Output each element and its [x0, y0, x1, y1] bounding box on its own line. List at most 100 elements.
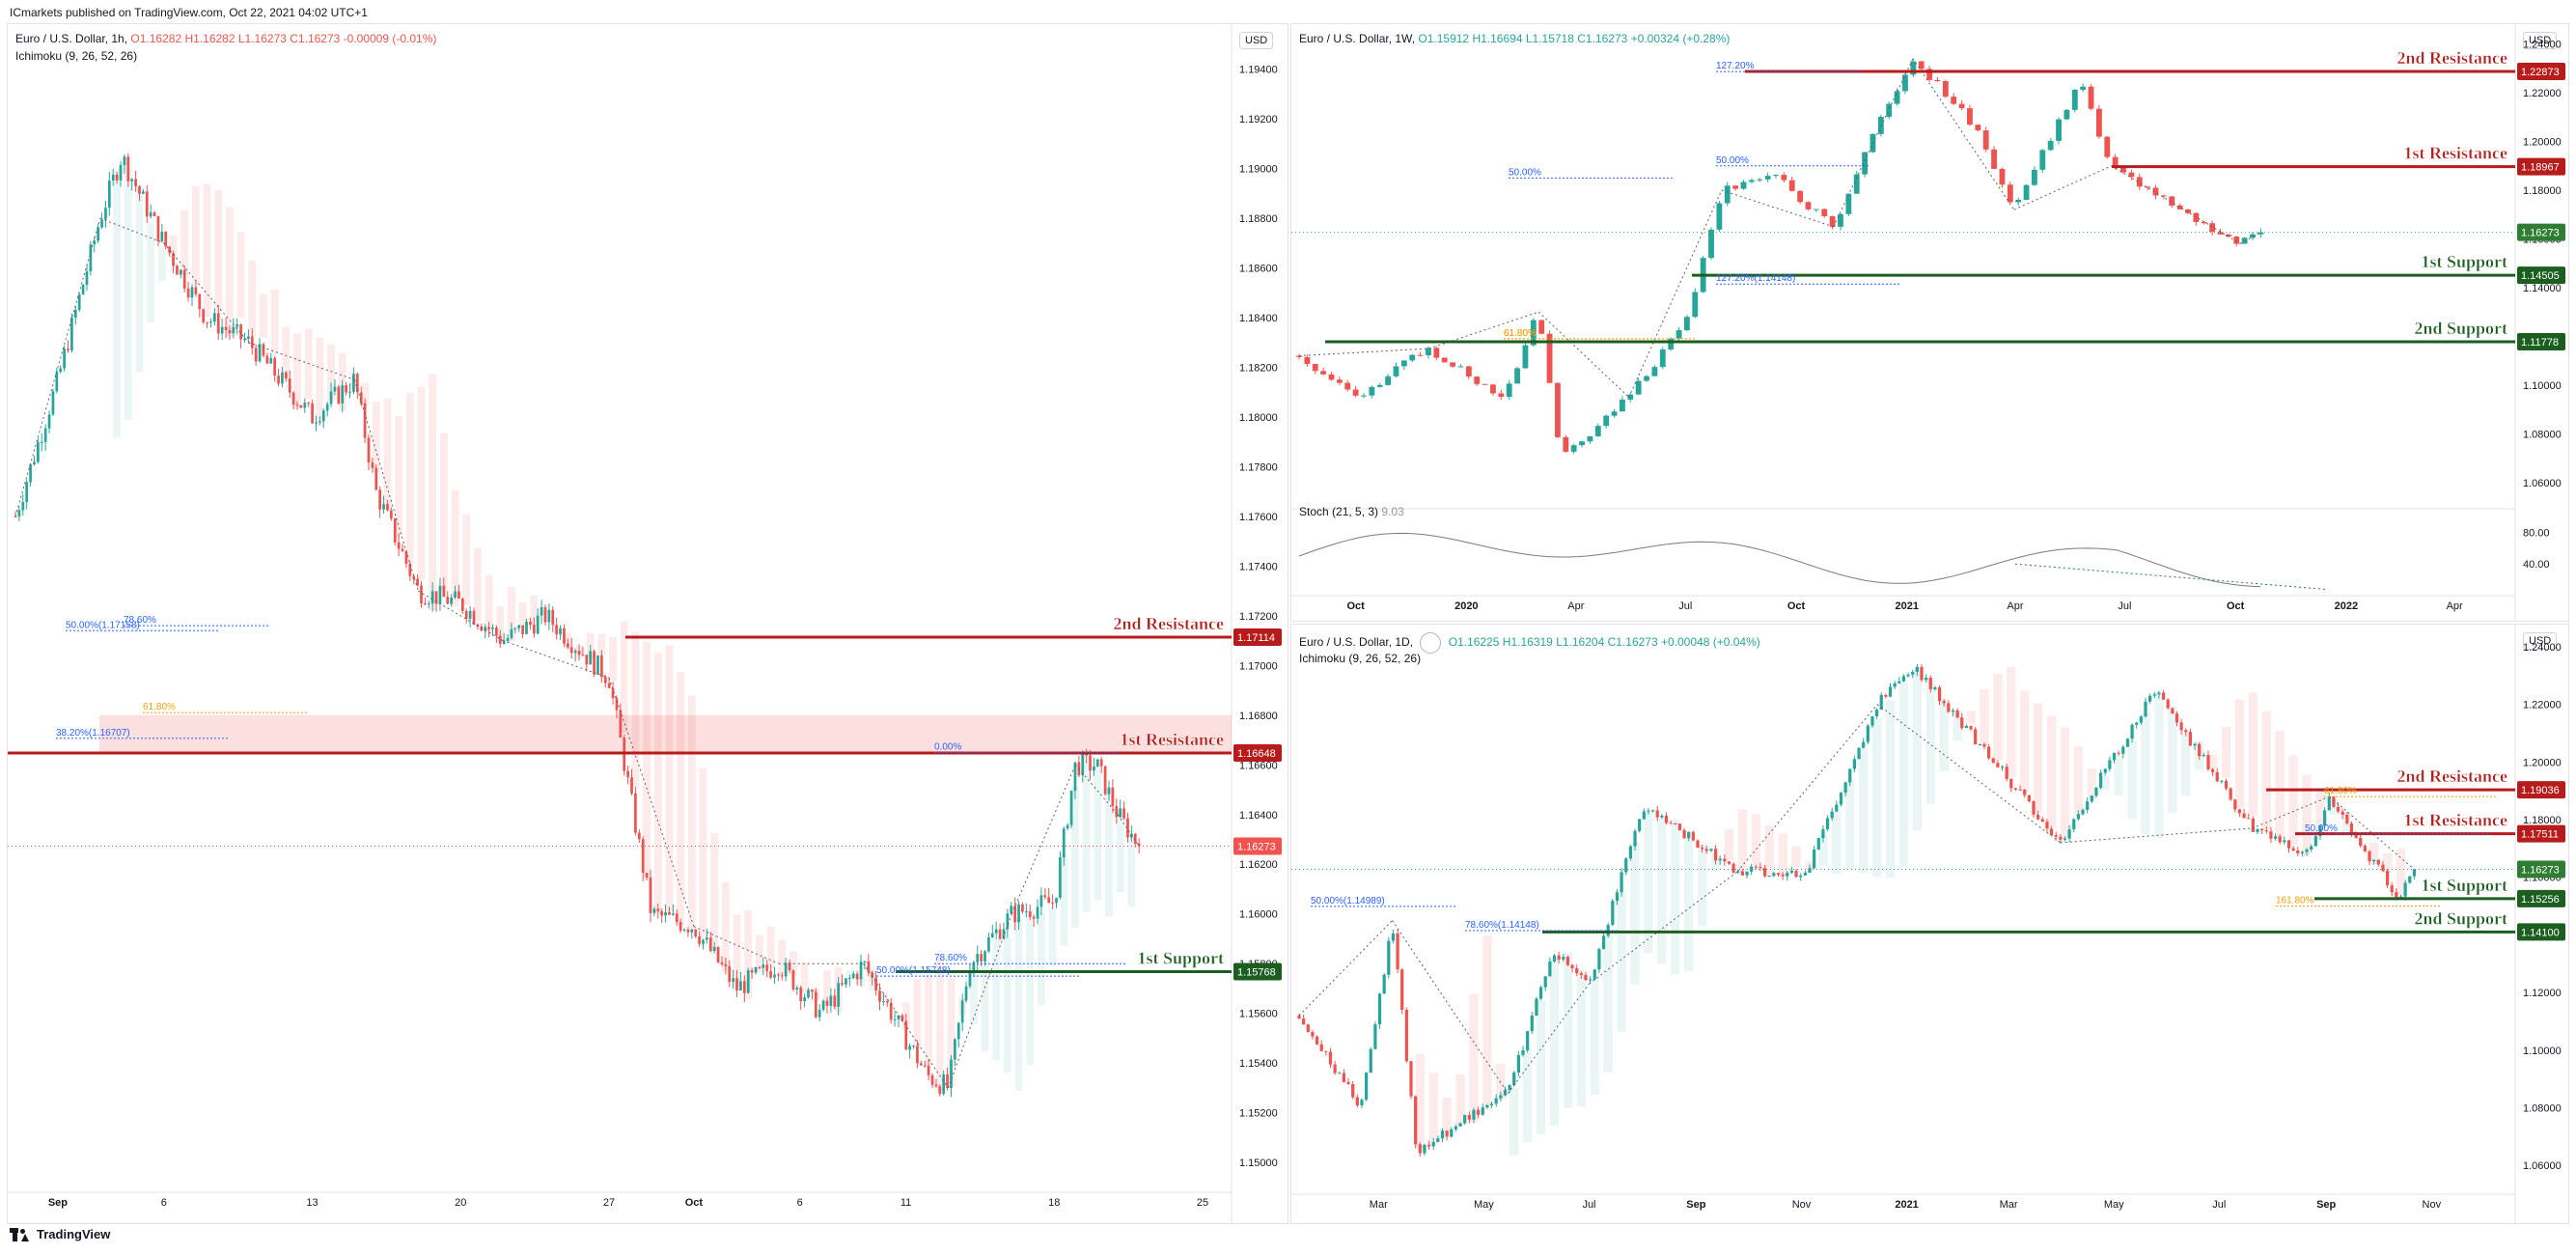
currency-badge[interactable]: USD	[2523, 632, 2558, 650]
candle-body	[1794, 871, 1798, 878]
candle-body	[1969, 725, 1973, 730]
ichimoku-cloud	[721, 882, 730, 971]
candle-body	[506, 637, 510, 641]
candle-body	[1910, 61, 1917, 75]
candle-body	[348, 391, 351, 393]
ohlc-high: H1.16694	[1472, 32, 1523, 45]
candle-body	[2313, 836, 2317, 847]
candle-body	[1611, 901, 1615, 926]
ichimoku-cloud	[2248, 692, 2258, 817]
candle-body	[319, 421, 321, 423]
resistance-tag-bg	[2517, 157, 2565, 176]
candle-body	[1557, 955, 1561, 960]
candle-body	[716, 946, 720, 962]
candle-body	[577, 651, 581, 655]
candle-body	[258, 344, 262, 362]
candle-body	[1773, 175, 1779, 177]
candle-body	[1512, 1073, 1516, 1086]
candle-body	[882, 1001, 885, 1003]
candle-body	[1974, 729, 1978, 745]
candle-body	[1928, 678, 1932, 689]
x-tick-label: Jul	[2118, 600, 2131, 612]
candle-body	[765, 964, 769, 971]
x-tick-label: 20	[455, 1197, 466, 1209]
currency-badge[interactable]: USD	[2523, 32, 2558, 49]
candle-body	[2108, 760, 2112, 769]
x-tick-label: Sep	[48, 1197, 68, 1209]
candle-body	[1552, 955, 1557, 962]
price-chart-1w[interactable]: 1.240001.220001.200001.180001.160001.140…	[1291, 24, 2569, 622]
candle-body	[908, 1046, 911, 1050]
y-tick-label: 1.20000	[2523, 137, 2562, 149]
candle-body	[43, 428, 47, 442]
candle-body	[656, 908, 660, 911]
ichimoku-cloud	[2060, 727, 2070, 839]
candle-body	[589, 651, 593, 665]
price-chart-1h[interactable]: 1.19400 1.19200 1.19000 1.18800 1.18600 1.184…	[8, 24, 1288, 1224]
chart-panel-1d[interactable]: Euro / U.S. Dollar, 1D, O1.16225 H1.1631…	[1290, 624, 2569, 1224]
support-label: 1st Support	[2421, 252, 2507, 271]
candle-body	[2063, 838, 2067, 840]
candle-body	[1857, 747, 1861, 760]
chart-panel-1h[interactable]: Euro / U.S. Dollar, 1h, O1.16282 H1.1628…	[7, 23, 1288, 1224]
ichimoku-cloud	[135, 184, 144, 373]
candle-body	[70, 317, 73, 351]
candle-body	[2121, 746, 2125, 754]
candle-body	[2128, 172, 2135, 178]
candle-body	[1991, 149, 1997, 169]
candle-body	[1708, 229, 1714, 259]
candle-body	[2198, 743, 2202, 757]
candle-body	[2076, 814, 2081, 820]
candle-body	[107, 181, 111, 209]
support-tag: 1.14505	[2521, 270, 2560, 282]
candle-body	[559, 628, 562, 635]
circle-icon[interactable]	[1420, 632, 1442, 654]
candle-body	[134, 179, 137, 187]
candle-body	[690, 929, 694, 933]
candle-body	[29, 463, 32, 483]
chart-panel-1w[interactable]: Euro / U.S. Dollar, 1W, O1.15912 H1.1669…	[1290, 23, 2569, 622]
price-chart-1d[interactable]: 1.240001.220001.200001.180001.160001.140…	[1291, 625, 2569, 1224]
candle-body	[1786, 873, 1789, 877]
candle-body	[847, 977, 851, 979]
candle-body	[762, 964, 765, 968]
x-tick-label: 13	[306, 1197, 318, 1209]
candle-body	[1458, 1123, 1462, 1127]
candle-body	[1575, 968, 1579, 974]
y-tick-label: 1.17200	[1239, 611, 1278, 623]
candle-body	[164, 231, 168, 247]
candle-body	[724, 963, 728, 966]
candle-body	[119, 164, 123, 181]
candle-body	[2278, 836, 2282, 843]
publish-header: ICmarkets published on TradingView.com, …	[0, 0, 2576, 23]
candle-body	[450, 598, 453, 604]
ichimoku-cloud	[1469, 993, 1479, 1123]
candle-body	[923, 1065, 927, 1067]
candle-body	[321, 410, 325, 422]
currency-badge[interactable]: USD	[1239, 32, 1274, 49]
resistance-tag: 1.17114	[1237, 632, 1275, 644]
candle-body	[814, 991, 817, 1018]
stoch-label: Stoch (21, 5, 3)	[1299, 505, 1379, 518]
candle-body	[2112, 156, 2119, 168]
candle-body	[2176, 205, 2183, 209]
trend-line	[1912, 58, 2015, 210]
candle-body	[1436, 1138, 1440, 1143]
candle-body	[434, 591, 438, 604]
candle-body	[2080, 86, 2087, 90]
candle-body	[615, 698, 619, 711]
candle-body	[540, 607, 543, 616]
candle-body	[2241, 237, 2248, 244]
candle-body	[2363, 846, 2367, 851]
indicator-label: Ichimoku (9, 26, 52, 26)	[1299, 652, 1422, 665]
candle-body	[2359, 837, 2363, 847]
candle-body	[998, 929, 1002, 939]
candle-body	[397, 542, 401, 549]
ichimoku-cloud	[203, 183, 211, 318]
candle-body	[182, 269, 186, 289]
candle-body	[668, 911, 671, 915]
candle-body	[2318, 825, 2322, 837]
candle-body	[1069, 791, 1073, 825]
candle-body	[1982, 130, 1989, 150]
candle-body	[220, 326, 224, 334]
